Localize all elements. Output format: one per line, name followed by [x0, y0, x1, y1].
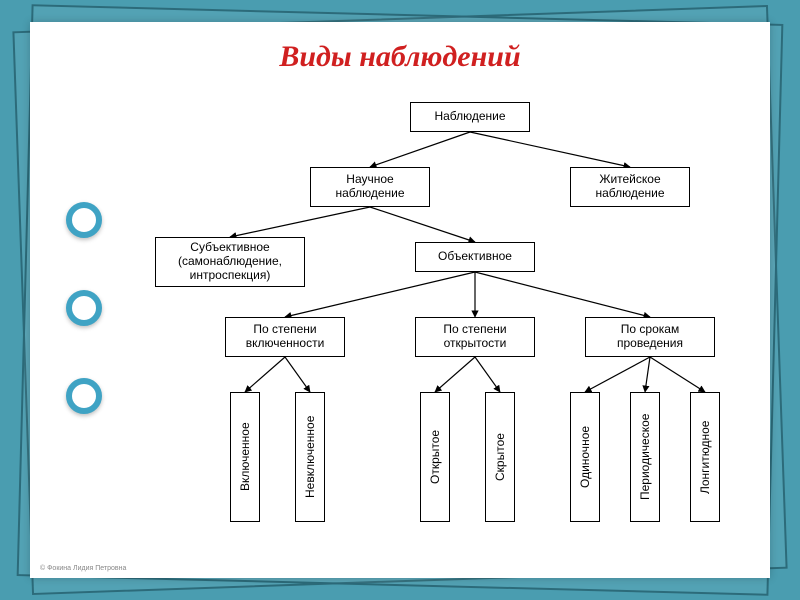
decor-circle — [66, 202, 102, 238]
node-single: Одиночное — [570, 392, 600, 522]
diagram: Наблюдение Научноенаблюдение Житейскоенабл… — [120, 92, 750, 562]
node-incl: Включенное — [230, 392, 260, 522]
node-objective: Объективное — [415, 242, 535, 272]
node-root: Наблюдение — [410, 102, 530, 132]
main-panel: Виды наблюдений Наблюдение Научноенаблюде… — [30, 22, 770, 578]
node-subjective: Субъективное(самонаблюдение,интроспекция… — [155, 237, 305, 287]
decor-circle — [66, 378, 102, 414]
node-hidden: Скрытое — [485, 392, 515, 522]
node-periodic: Периодическое — [630, 392, 660, 522]
node-by_incl: По степенивключенности — [225, 317, 345, 357]
node-open: Открытое — [420, 392, 450, 522]
credit-text: © Фокина Лидия Петровна — [40, 565, 126, 572]
node-longit: Лонгитюдное — [690, 392, 720, 522]
node-by_time: По срокампроведения — [585, 317, 715, 357]
page-title: Виды наблюдений — [30, 40, 770, 74]
node-everyday: Житейскоенаблюдение — [570, 167, 690, 207]
node-by_open: По степениоткрытости — [415, 317, 535, 357]
decor-circle — [66, 290, 102, 326]
node-scientific: Научноенаблюдение — [310, 167, 430, 207]
decor-circles — [66, 202, 102, 414]
node-not_incl: Невключенное — [295, 392, 325, 522]
